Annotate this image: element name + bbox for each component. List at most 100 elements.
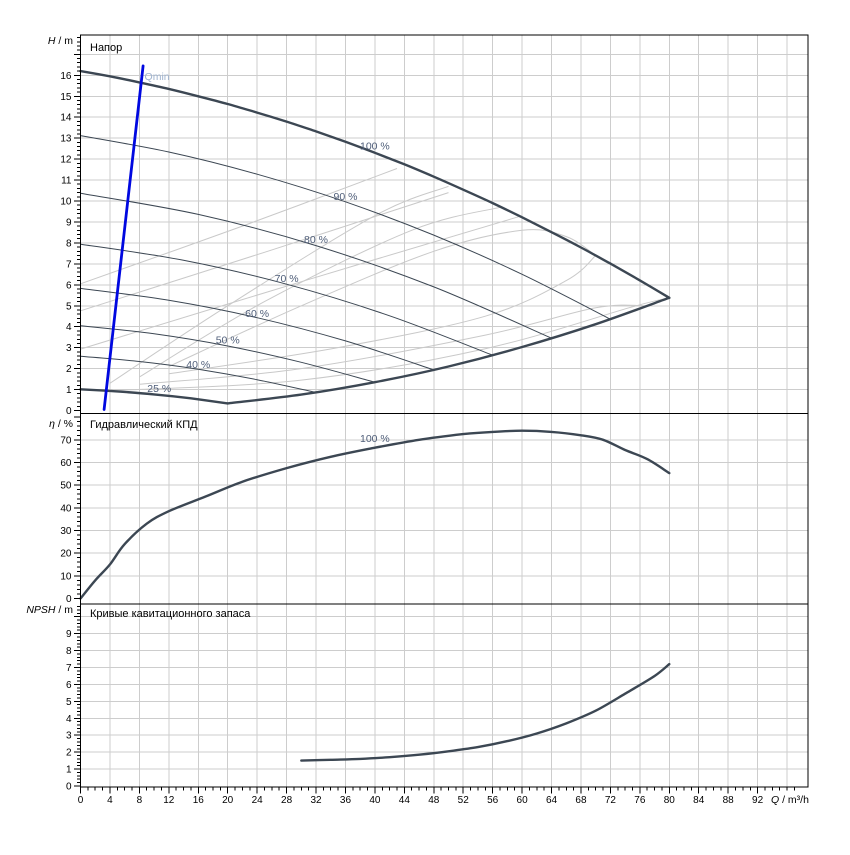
iso-efficiency-line — [80, 168, 398, 285]
eff-y-axis: 0 10 20 30 40 50 60 70 — [60, 416, 81, 605]
y-tick-label: 6 — [66, 280, 72, 291]
npsh-y-axis: 0 1 2 3 4 5 6 7 8 9 — [66, 606, 81, 793]
y-tick-label: 15 — [60, 92, 72, 103]
x-tick-label: 28 — [281, 795, 293, 806]
x-tick-label: 76 — [634, 795, 646, 806]
iso-efficiency-line — [139, 304, 648, 385]
x-tick-label: 32 — [310, 795, 322, 806]
head-y-axis-unit-label: H / m — [48, 35, 73, 47]
iso-efficiency-line — [168, 229, 596, 367]
y-tick-label: 6 — [66, 680, 72, 691]
curve-label: 80 % — [304, 234, 328, 246]
curve-label: 50 % — [216, 334, 240, 346]
x-tick-label: 64 — [546, 795, 558, 806]
curve-label: Qmin — [145, 71, 170, 83]
curve-label: 90 % — [333, 191, 357, 203]
x-tick-label: 0 — [78, 795, 84, 806]
curve-npsh100% — [300, 662, 671, 762]
y-tick-label: 0 — [66, 782, 72, 793]
curve-label: 60 % — [245, 308, 269, 320]
x-tick-label: 80 — [664, 795, 676, 806]
y-tick-label: 2 — [66, 364, 72, 375]
y-tick-label: 7 — [66, 663, 72, 674]
y-tick-label: 8 — [66, 646, 72, 657]
curve-70% — [80, 243, 494, 356]
y-tick-label: 10 — [60, 571, 72, 582]
x-axis-unit-label: Q / m³/h — [771, 794, 809, 806]
curve-90% — [80, 135, 611, 320]
y-tick-label: 16 — [60, 71, 72, 82]
x-tick-label: 20 — [222, 795, 234, 806]
eff-title: Гидравлический КПД — [90, 419, 198, 431]
x-tick-label: 36 — [340, 795, 352, 806]
y-tick-label: 13 — [60, 134, 72, 145]
npsh-chart — [300, 662, 671, 762]
npsh-frame — [80, 603, 809, 788]
curve-label: 40 % — [186, 359, 210, 371]
x-tick-label: 44 — [399, 795, 411, 806]
y-tick-label: 5 — [66, 301, 72, 312]
x-tick-label: 84 — [693, 795, 705, 806]
y-tick-label: 3 — [66, 343, 72, 354]
npsh-y-axis-unit-label: NPSH / m — [26, 604, 73, 616]
y-tick-label: 0 — [66, 406, 72, 417]
y-tick-label: 8 — [66, 238, 72, 249]
head-chart: 100 % 90 % 80 % 70 % 60 % 50 % 40 % 25 % Qmin — [79, 64, 671, 411]
grid — [80, 35, 808, 787]
y-tick-label: 3 — [66, 731, 72, 742]
chart-frames — [80, 34, 809, 788]
x-axis: 0 4 8 12 16 20 24 28 32 36 40 44 48 52 56 60 64 68 72 76 80 8… — [78, 787, 809, 806]
y-tick-label: 30 — [60, 526, 72, 537]
x-tick-label: 52 — [458, 795, 470, 806]
curve-qmin-limit — [102, 64, 145, 411]
curve-label: 100 % — [360, 141, 390, 153]
iso-efficiency-lines — [80, 168, 670, 392]
npsh-title: Кривые кавитационного запаса — [90, 608, 251, 620]
iso-efficiency-line — [139, 206, 501, 378]
x-tick-label: 4 — [107, 795, 113, 806]
curve-60% — [80, 287, 435, 371]
curve-100% — [79, 69, 671, 299]
curve-40% — [80, 355, 317, 393]
x-tick-label: 68 — [575, 795, 587, 806]
curve-curve-end-locus — [226, 296, 671, 405]
x-tick-label: 56 — [487, 795, 499, 806]
x-tick-label: 40 — [369, 795, 381, 806]
curve-label: 100 % — [360, 433, 390, 445]
y-tick-label: 40 — [60, 503, 72, 514]
axes: 0123456789101112131415160102030405060700… — [26, 35, 809, 806]
x-tick-label: 48 — [428, 795, 440, 806]
y-tick-label: 9 — [66, 629, 72, 640]
head-title: Напор — [90, 42, 122, 54]
eff-y-axis-unit-label: η / % — [49, 418, 73, 430]
y-tick-label: 0 — [66, 594, 72, 605]
y-tick-label: 1 — [66, 385, 72, 396]
y-tick-label: 20 — [60, 549, 72, 560]
y-tick-label: 9 — [66, 217, 72, 228]
y-tick-label: 4 — [66, 322, 72, 333]
y-tick-label: 70 — [60, 435, 72, 446]
curve-50% — [80, 325, 376, 383]
x-tick-label: 60 — [517, 795, 529, 806]
y-tick-label: 5 — [66, 697, 72, 708]
x-tick-label: 24 — [252, 795, 264, 806]
eff-chart: 100 % — [79, 429, 671, 600]
curve-label: 25 % — [147, 383, 171, 395]
iso-efficiency-line — [168, 255, 597, 375]
y-tick-label: 12 — [60, 155, 72, 166]
y-tick-label: 11 — [61, 176, 72, 187]
x-tick-label: 92 — [752, 795, 764, 806]
iso-efficiency-line — [80, 192, 449, 312]
y-tick-label: 50 — [60, 481, 72, 492]
y-tick-label: 7 — [66, 259, 72, 270]
iso-efficiency-line — [109, 297, 670, 392]
curve-100% — [79, 429, 671, 600]
x-tick-label: 16 — [193, 795, 205, 806]
y-tick-label: 2 — [66, 748, 72, 759]
y-tick-label: 4 — [66, 714, 72, 725]
y-tick-label: 60 — [60, 458, 72, 469]
